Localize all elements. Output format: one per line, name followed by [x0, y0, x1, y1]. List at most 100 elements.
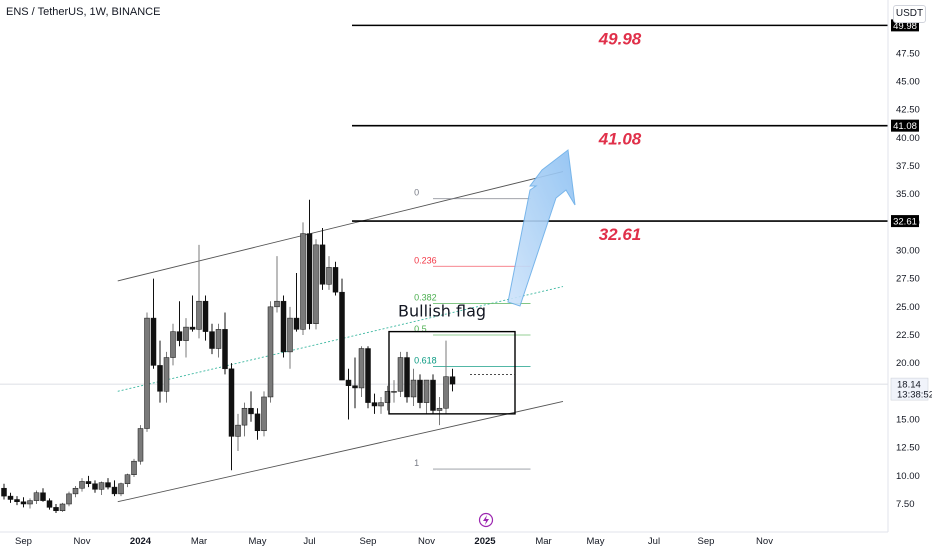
candle-body [319, 244, 326, 285]
candlestick-series [1, 199, 456, 514]
candle-body [358, 348, 365, 389]
fib-label-1: 1 [414, 458, 419, 468]
candle-body [144, 317, 150, 429]
candle-body [7, 495, 14, 500]
target-badge-label: 41.08 [893, 121, 917, 132]
time-tick-label: Nov [74, 536, 91, 547]
candle-body [111, 486, 118, 495]
lightning-icon[interactable] [478, 512, 494, 528]
candle-body [332, 267, 339, 293]
channel-upper-line [117, 171, 564, 282]
candle-body [118, 483, 124, 495]
lightning-circle [478, 512, 494, 528]
candle-body [261, 396, 267, 432]
candle-body [92, 483, 98, 490]
price-tick-label: 10.00 [896, 471, 920, 482]
target-badge-label: 49.98 [893, 21, 917, 32]
last-price-value: 18.14 [897, 380, 921, 391]
candle-body [274, 300, 280, 308]
candle-body [254, 413, 261, 432]
candle-body [189, 326, 196, 330]
candle-body [228, 368, 235, 437]
price-tick-label: 35.00 [896, 189, 920, 200]
price-tick-label: 37.50 [896, 161, 920, 172]
candle-body [397, 357, 404, 392]
price-tick-label: 12.50 [896, 443, 920, 454]
candle-body [150, 317, 157, 366]
target-label-41.08: 41.08 [598, 130, 642, 149]
price-tick-label: 30.00 [896, 245, 920, 256]
time-tick-label: Jul [648, 536, 660, 547]
price-tick-label: 40.00 [896, 133, 920, 144]
candle-body [449, 376, 456, 385]
candle-body [391, 391, 397, 393]
candle-body [365, 348, 371, 403]
bullish-flag-box: Bullish flag [388, 302, 516, 415]
candle-body [378, 402, 384, 407]
bar-countdown: 13:38:52 [897, 390, 932, 401]
target-badge-label: 32.61 [893, 217, 917, 228]
time-tick-label: Nov [756, 536, 773, 547]
time-tick-label: Nov [418, 536, 435, 547]
time-tick-label: Jul [303, 536, 315, 547]
currency-button[interactable]: USDT [893, 5, 926, 23]
channel-lower-line [117, 401, 564, 503]
price-tick-label: 47.50 [896, 48, 920, 59]
candle-body [410, 379, 417, 398]
candle-body [137, 428, 144, 462]
candle-body [404, 357, 410, 398]
time-tick-label: Sep [360, 536, 377, 547]
candle-body [131, 460, 137, 475]
price-tick-label: 15.00 [896, 414, 920, 425]
symbol-title: ENS / TetherUS, 1W, BINANCE [6, 6, 161, 18]
time-tick-label: May [587, 536, 605, 547]
candle-body [235, 424, 241, 437]
flag-box [388, 330, 516, 415]
fib-label-0.5: 0.5 [414, 324, 427, 334]
lightning-bolt [483, 515, 489, 525]
fib-label-0.382: 0.382 [414, 292, 437, 302]
target-badge [891, 215, 919, 228]
candle-body [443, 376, 449, 409]
time-tick-label: Mar [535, 536, 551, 547]
candle-body [222, 329, 228, 370]
candle-body [248, 407, 254, 415]
time-tick-label: 2025 [474, 536, 496, 547]
candle-body [183, 326, 189, 341]
time-tick-label: Sep [698, 536, 715, 547]
candle-body [170, 331, 176, 358]
fib-label-0.236: 0.236 [414, 255, 437, 265]
candle-body [40, 492, 46, 501]
candle-body [1, 487, 7, 497]
fibonacci-retracement: 0 0.236 0.382 0.5 0.618 1 [414, 188, 531, 470]
candle-body [209, 331, 215, 349]
last-price-badge [890, 377, 929, 401]
candle-body [105, 482, 111, 488]
fib-label-0: 0 [414, 188, 419, 198]
candle-body [287, 317, 293, 353]
candle-body [163, 357, 170, 392]
candle-body [371, 402, 378, 407]
candle-body [326, 267, 332, 285]
target-label-32.61: 32.61 [599, 225, 642, 244]
candle-body [157, 365, 163, 392]
fib-label-0.618: 0.618 [414, 356, 437, 366]
candle-body [79, 481, 85, 489]
candle-body [124, 474, 131, 484]
candle-body [196, 300, 202, 330]
candle-body [417, 379, 423, 403]
time-tick-label: Sep [15, 536, 32, 547]
candle-body [430, 379, 436, 411]
candle-body [215, 329, 222, 349]
candle-body [202, 300, 209, 332]
target-levels: 49.98 41.08 32.61 [352, 24, 888, 244]
time-tick-label: 2024 [130, 536, 152, 547]
candle-body [20, 501, 27, 505]
price-tick-label: 20.00 [896, 358, 920, 369]
candle-body [267, 306, 274, 398]
price-axis[interactable]: 7.5010.0012.5015.0017.5020.0022.5025.002… [887, 0, 932, 532]
candle-body [280, 300, 287, 353]
candle-body [46, 500, 53, 508]
time-axis[interactable]: Sep Nov 2024 Mar May Jul Sep Nov 2025 Mar May Jul Se… [0, 531, 888, 547]
